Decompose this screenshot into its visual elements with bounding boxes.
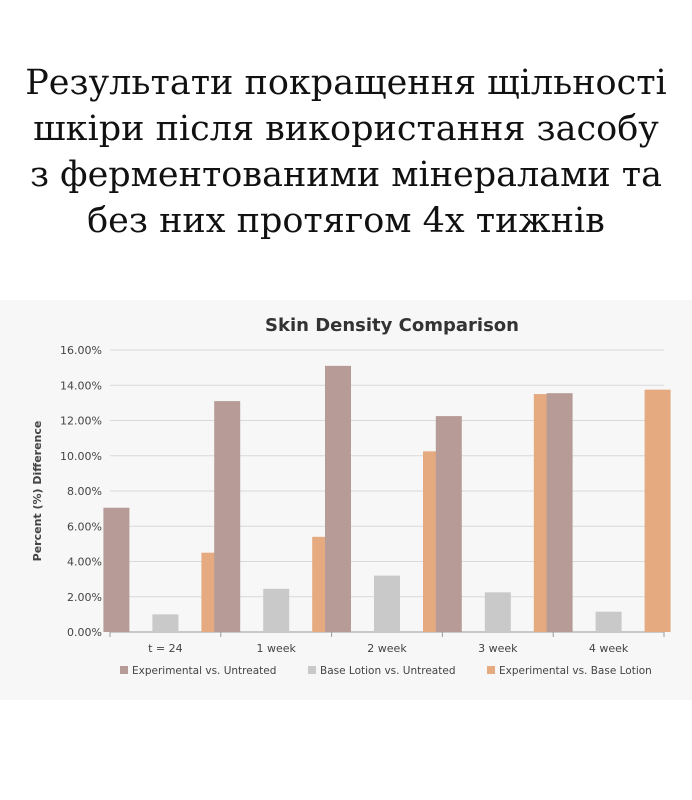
bar-2 (263, 588, 290, 632)
chart-container: Skin Density Comparison 0.00% 2.00% 4.00% 6.… (0, 300, 692, 700)
y-tick-label: 8.00% (67, 485, 102, 498)
bar-1 (103, 507, 130, 632)
bar-1 (325, 365, 351, 632)
x-tick-label: 1 week (256, 642, 296, 655)
bar-2 (595, 611, 622, 632)
legend-swatch (308, 666, 316, 674)
y-tick-label: 4.00% (67, 556, 102, 569)
y-tick-label: 14.00% (60, 379, 102, 392)
y-tick-label: 12.00% (60, 415, 102, 428)
legend-label: Base Lotion vs. Untreated (320, 665, 456, 677)
bar-3 (644, 389, 671, 632)
y-tick-label: 6.00% (67, 520, 102, 533)
bar-2 (484, 592, 511, 632)
x-tick-label: t = 24 (148, 642, 183, 655)
y-axis-label: Percent (%) Difference (31, 421, 44, 562)
bar-1 (214, 401, 241, 632)
legend-swatch (487, 666, 495, 674)
x-tick-label: 3 week (478, 642, 518, 655)
y-tick-label: 10.00% (60, 450, 102, 463)
x-tick-label: 2 week (367, 642, 407, 655)
y-tick-label: 16.00% (60, 344, 102, 357)
chart-title: Skin Density Comparison (265, 315, 519, 336)
bar-2 (152, 614, 179, 632)
legend-label: Experimental vs. Base Lotion (499, 665, 652, 677)
bar-2 (374, 575, 400, 632)
bar-1 (435, 416, 462, 632)
y-tick-label: 2.00% (67, 591, 102, 604)
y-tick-label: 0.00% (67, 626, 102, 639)
page-heading: Результати покращення щільності шкіри пі… (25, 63, 667, 241)
skin-density-chart: Skin Density Comparison 0.00% 2.00% 4.00% 6.… (0, 300, 692, 700)
legend-label: Experimental vs. Untreated (132, 665, 276, 677)
legend-swatch (120, 666, 128, 674)
x-tick-label: 4 week (589, 642, 629, 655)
bar-1 (546, 393, 573, 632)
